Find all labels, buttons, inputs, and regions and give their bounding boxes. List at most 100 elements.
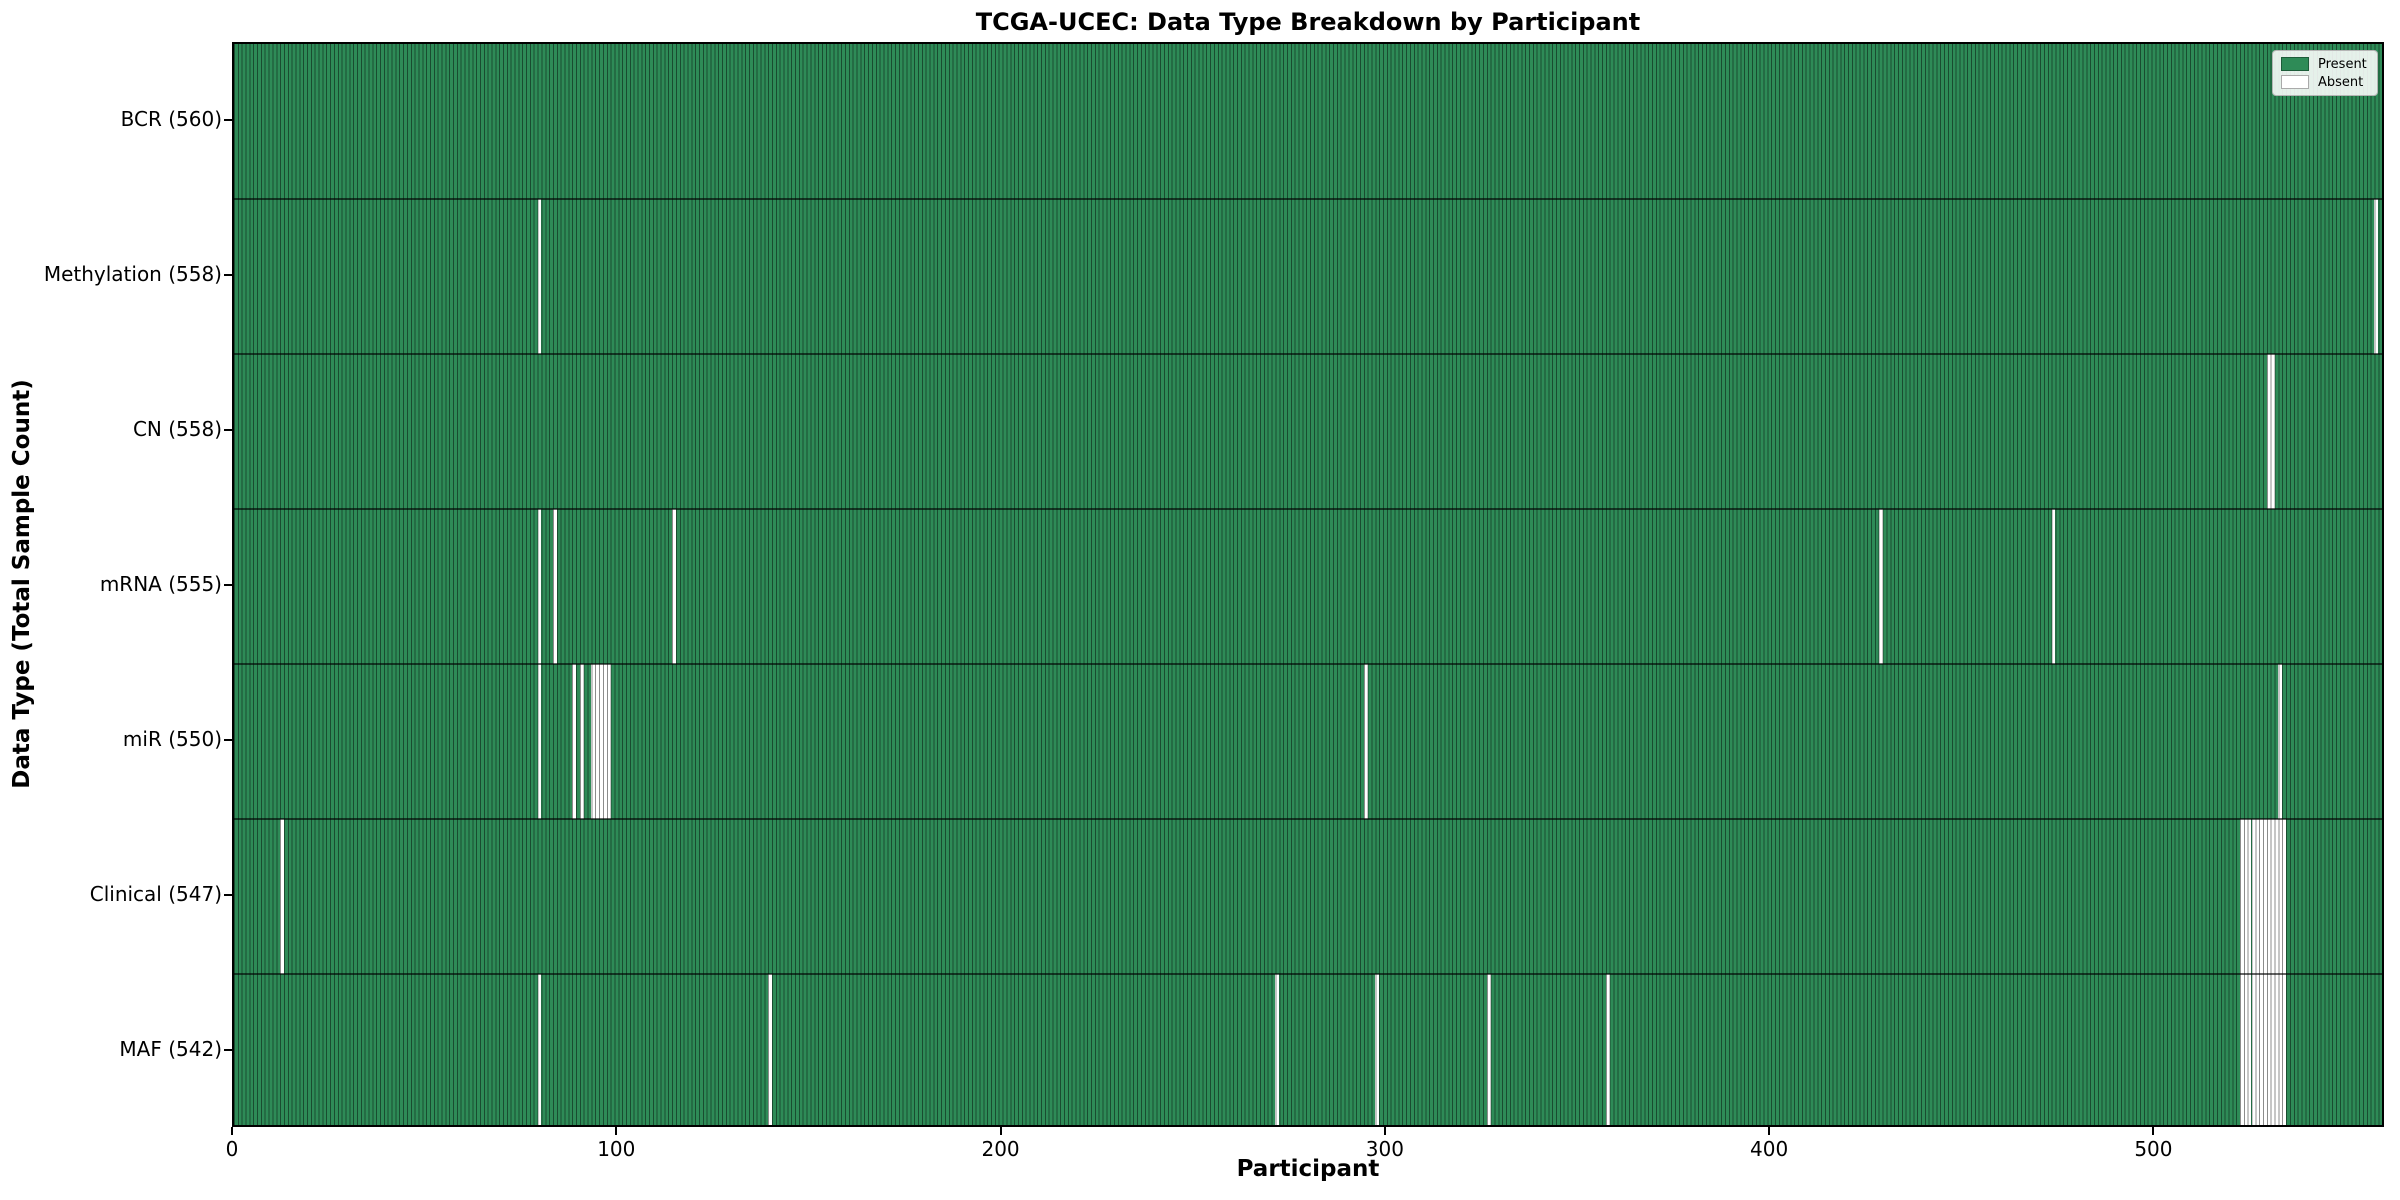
absent-mark xyxy=(2374,199,2379,354)
absent-mark xyxy=(2243,974,2248,1125)
absent-mark xyxy=(2278,664,2283,819)
chart-row-mir xyxy=(234,664,2382,819)
absent-mark xyxy=(599,664,603,819)
absent-mark xyxy=(595,664,600,819)
y-axis-title: Data Type (Total Sample Count) xyxy=(9,379,35,789)
y-tick-mark xyxy=(224,738,232,741)
row-separator xyxy=(234,198,2382,200)
row-separator xyxy=(234,818,2382,820)
absent-mark xyxy=(537,664,542,819)
chart-row-maf xyxy=(234,974,2382,1125)
absent-mark xyxy=(2255,819,2260,974)
legend-label: Present xyxy=(2318,56,2367,72)
plot-area xyxy=(232,42,2384,1127)
y-tick-mark xyxy=(224,273,232,276)
row-separator xyxy=(234,663,2382,665)
absent-mark xyxy=(1275,974,1280,1125)
absent-mark xyxy=(537,199,542,354)
absent-mark xyxy=(280,819,284,974)
absent-mark xyxy=(2259,819,2263,974)
legend-entry-absent: Absent xyxy=(2281,75,2369,89)
y-tick-label: Clinical (547) xyxy=(89,881,222,906)
absent-mark xyxy=(579,664,584,819)
absent-mark xyxy=(2282,974,2287,1125)
chart-row-methylation xyxy=(234,199,2382,354)
x-tick-label: 400 xyxy=(1750,1137,1789,1161)
y-tick-label: MAF (542) xyxy=(119,1036,222,1061)
y-tick-mark xyxy=(224,118,232,121)
absent-mark xyxy=(1375,974,1380,1125)
legend: Present Absent xyxy=(2272,50,2378,96)
absent-mark xyxy=(2270,819,2275,974)
absent-mark xyxy=(1486,974,1491,1125)
absent-mark xyxy=(2263,974,2267,1125)
absent-mark xyxy=(1878,509,1883,664)
x-tick-label: 0 xyxy=(225,1137,239,1161)
absent-mark xyxy=(2247,819,2252,974)
absent-mark xyxy=(2243,819,2248,974)
x-tick-label: 300 xyxy=(1365,1137,1404,1161)
chart-title: TCGA-UCEC: Data Type Breakdown by Partic… xyxy=(975,8,1641,36)
chart-row-mrna xyxy=(234,509,2382,664)
x-tick-mark xyxy=(2152,1127,2155,1135)
row-separator xyxy=(234,973,2382,975)
absent-mark xyxy=(572,664,576,819)
x-tick-mark xyxy=(615,1127,618,1135)
absent-mark xyxy=(2274,974,2279,1125)
absent-mark xyxy=(591,664,596,819)
y-tick-label: CN (558) xyxy=(132,416,222,441)
legend-swatch-present xyxy=(2281,57,2309,71)
absent-mark xyxy=(1363,664,1368,819)
absent-mark xyxy=(2278,819,2283,974)
y-tick-mark xyxy=(224,428,232,431)
absent-mark xyxy=(2239,974,2244,1125)
row-separator xyxy=(234,508,2382,510)
x-tick-label: 500 xyxy=(2134,1137,2173,1161)
absent-mark xyxy=(672,509,676,664)
absent-mark xyxy=(2274,819,2279,974)
chart-row-cn xyxy=(234,354,2382,509)
absent-mark xyxy=(602,664,607,819)
y-tick-mark xyxy=(224,1048,232,1051)
absent-mark xyxy=(2247,974,2252,1125)
absent-mark xyxy=(2263,819,2267,974)
absent-mark xyxy=(768,974,772,1125)
row-separator xyxy=(234,353,2382,355)
y-tick-mark xyxy=(224,893,232,896)
x-tick-mark xyxy=(1383,1127,1386,1135)
absent-mark xyxy=(2278,974,2283,1125)
absent-mark xyxy=(1605,974,1610,1125)
x-axis-title: Participant xyxy=(1236,1156,1380,1182)
absent-mark xyxy=(2255,974,2260,1125)
x-tick-mark xyxy=(231,1127,233,1135)
absent-mark xyxy=(537,974,542,1125)
absent-mark xyxy=(2259,974,2263,1125)
y-tick-label: miR (550) xyxy=(122,726,222,751)
y-tick-label: BCR (560) xyxy=(120,106,222,131)
absent-mark xyxy=(2270,974,2275,1125)
absent-mark xyxy=(552,509,557,664)
y-tick-label: Methylation (558) xyxy=(43,261,222,286)
absent-mark xyxy=(2266,354,2271,509)
absent-mark xyxy=(2251,974,2256,1125)
chart-row-bcr xyxy=(234,44,2382,199)
x-tick-label: 200 xyxy=(981,1137,1020,1161)
legend-swatch-absent xyxy=(2281,75,2309,89)
absent-mark xyxy=(2239,819,2244,974)
y-tick-label: mRNA (555) xyxy=(99,571,222,596)
absent-mark xyxy=(606,664,611,819)
absent-mark xyxy=(2051,509,2056,664)
y-tick-mark xyxy=(224,583,232,586)
absent-mark xyxy=(2251,819,2256,974)
x-tick-mark xyxy=(999,1127,1002,1135)
x-tick-label: 100 xyxy=(597,1137,636,1161)
absent-mark xyxy=(2266,974,2271,1125)
legend-label: Absent xyxy=(2318,74,2364,90)
absent-mark xyxy=(2266,819,2271,974)
absent-mark xyxy=(2270,354,2275,509)
absent-mark xyxy=(2282,819,2287,974)
x-tick-mark xyxy=(1768,1127,1771,1135)
legend-entry-present: Present xyxy=(2281,57,2369,71)
absent-mark xyxy=(537,509,542,664)
